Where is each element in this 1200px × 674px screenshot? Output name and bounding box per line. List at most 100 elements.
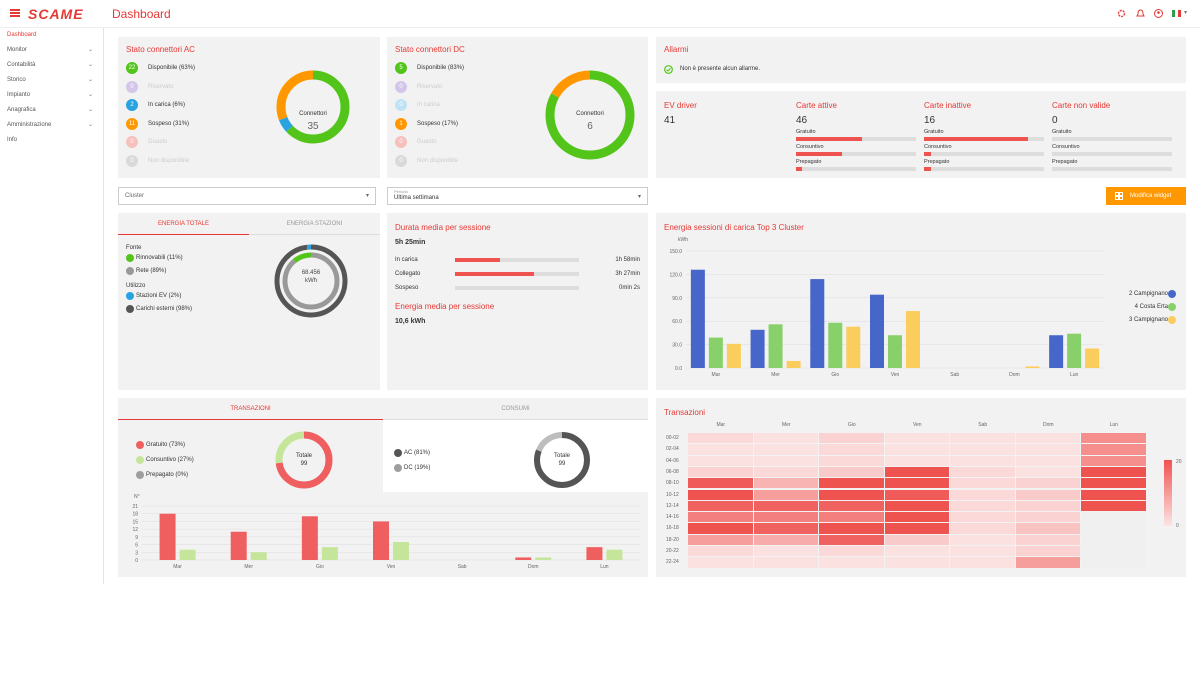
- y-tick-label: 15: [132, 519, 138, 525]
- bar: [159, 513, 176, 560]
- heatmap-cell: [753, 466, 818, 478]
- language-flag-icon[interactable]: [1172, 10, 1181, 17]
- x-tick-label: Gio: [831, 372, 839, 378]
- heatmap-cell: [753, 455, 818, 466]
- heatmap-cell: [1015, 557, 1080, 568]
- legend-label: Prepagato (0%): [146, 472, 189, 478]
- heatmap-cell: [1015, 523, 1080, 534]
- heatmap-cell: [688, 455, 753, 466]
- heatmap-cell: [1081, 478, 1146, 489]
- x-tick-label: Lun: [1070, 372, 1079, 378]
- legend-marker: [394, 449, 402, 457]
- sidebar-item-contabilit[interactable]: Contabilità ⌄: [0, 58, 103, 73]
- heatmap-hour-label: 02-04: [666, 446, 679, 453]
- widget-icon: [1115, 192, 1123, 200]
- legend-label: Consuntivo (27%): [146, 457, 194, 463]
- x-tick-label: Ven: [891, 372, 900, 378]
- heatmap-cell: [1081, 534, 1146, 545]
- logo: SCAME: [28, 6, 84, 22]
- session-card: Durata media per sessione 5h 25min In ca…: [387, 213, 648, 390]
- legend-marker: [136, 456, 144, 464]
- heatmap-hour-label: 18-20: [666, 536, 679, 543]
- period-select[interactable]: Periodo Ultima settimana ▾: [387, 187, 648, 205]
- bar: [870, 294, 884, 368]
- heatmap-cell: [1015, 444, 1080, 455]
- legend-label: Rinnovabili (11%): [136, 255, 183, 261]
- heatmap-cell: [1081, 512, 1146, 523]
- caret-down-icon: ▾: [637, 194, 641, 200]
- gear-icon[interactable]: [1117, 9, 1126, 18]
- legend-label: Stazioni EV (2%): [136, 293, 182, 299]
- heatmap-cell: [884, 433, 949, 444]
- stat-title: Carte inattive: [924, 101, 972, 110]
- cards-stats-card: EV driver 41 Carte attive 46 Gratuito Consu…: [656, 91, 1186, 178]
- heatmap-hour-label: 14-16: [666, 514, 679, 521]
- heatmap-hour-label: 22-24: [666, 559, 679, 566]
- status-count-badge: 0: [395, 99, 407, 111]
- stat-bar: [796, 137, 916, 141]
- sidebar-item-impianto[interactable]: Impianto ⌄: [0, 88, 103, 103]
- status-count-badge: 0: [126, 154, 138, 167]
- chevron-down-icon[interactable]: ▾: [1184, 10, 1188, 16]
- bar: [230, 531, 247, 560]
- y-tick-label: 3: [135, 550, 138, 556]
- heatmap-cell: [950, 534, 1015, 545]
- modify-widget-button[interactable]: Modifica widget: [1106, 187, 1186, 205]
- stat-bar: [1052, 167, 1172, 171]
- y-tick-label: 0: [135, 558, 138, 564]
- tab-energia-totale[interactable]: ENERGIA TOTALE: [118, 213, 249, 235]
- status-count-badge: 0: [395, 154, 407, 167]
- tab-transazioni[interactable]: TRANSAZIONI: [118, 398, 383, 420]
- legend-label: AC (81%): [404, 450, 431, 456]
- scale-min: 0: [1176, 523, 1179, 529]
- donut-label: Totale: [295, 453, 312, 459]
- transactions-donut-chart: [275, 431, 333, 489]
- sidebar-item-monitor[interactable]: Monitor ⌄: [0, 43, 103, 58]
- y-tick-label: 60.0: [672, 319, 682, 325]
- bar: [535, 557, 552, 560]
- heatmap-cell: [688, 512, 753, 523]
- alarm-message: Non è presente alcun allarme.: [680, 66, 761, 72]
- card-title: Stato connettori DC: [395, 45, 465, 54]
- sidebar-item-anagrafica[interactable]: Anagrafica ⌄: [0, 103, 103, 118]
- heatmap-day-label: Lun: [1109, 422, 1118, 428]
- y-tick-label: 18: [132, 512, 138, 518]
- session-row-time: 0min 2s: [618, 285, 640, 291]
- sidebar-item-dashboard[interactable]: Dashboard: [7, 32, 37, 38]
- legend-marker: [126, 305, 134, 313]
- stat-value: 46: [796, 115, 808, 126]
- status-count-badge: 1: [395, 117, 407, 130]
- user-icon[interactable]: [1154, 9, 1163, 18]
- bell-icon[interactable]: [1136, 9, 1145, 18]
- dc-connectors-card: Stato connettori DC 5 Disponibile (83%) 0 R…: [387, 37, 648, 178]
- heatmap-cell: [1081, 523, 1146, 534]
- y-tick-label: 120.0: [669, 272, 682, 278]
- sidebar-item-amministrazione[interactable]: Amministrazione ⌄: [0, 118, 103, 133]
- utilizzo-label: Utilizzo: [126, 283, 146, 289]
- y-axis-label: N°: [134, 494, 140, 500]
- heatmap-day-label: Mer: [781, 422, 791, 428]
- stat-bar-label: Gratuito: [796, 129, 816, 135]
- heatmap-cell: [753, 546, 818, 557]
- menu-icon[interactable]: [10, 9, 20, 17]
- x-tick-label: Dom: [1009, 372, 1020, 378]
- heatmap-cell: [950, 433, 1015, 444]
- heatmap-cell: [1015, 466, 1080, 478]
- tab-energia-stazioni[interactable]: ENERGIA STAZIONI: [249, 213, 380, 235]
- sidebar-item-storico[interactable]: Storico ⌄: [0, 73, 103, 88]
- session-row-fill: [455, 272, 535, 276]
- heatmap-cell: [753, 489, 818, 500]
- y-tick-label: 90.0: [672, 296, 682, 302]
- heatmap-cell: [688, 433, 753, 444]
- cluster-select[interactable]: Cluster ▾: [118, 187, 376, 205]
- heatmap-cell: [819, 444, 884, 455]
- heatmap-cell: [884, 500, 949, 512]
- legend-label: Gratuito (73%): [146, 442, 186, 448]
- cluster-bar-chart: 150.0 120.0 90.0 60.0 30.0 0.0 Mar Mer Gio Ven Sab…: [669, 249, 1104, 378]
- sidebar-item-info[interactable]: Info: [7, 137, 18, 143]
- bar: [515, 557, 532, 560]
- heatmap-title: Transazioni: [664, 408, 706, 417]
- energy-session-value: 10,6 kWh: [395, 318, 426, 325]
- heatmap-cell: [819, 455, 884, 466]
- tab-consumi[interactable]: CONSUMI: [383, 398, 648, 420]
